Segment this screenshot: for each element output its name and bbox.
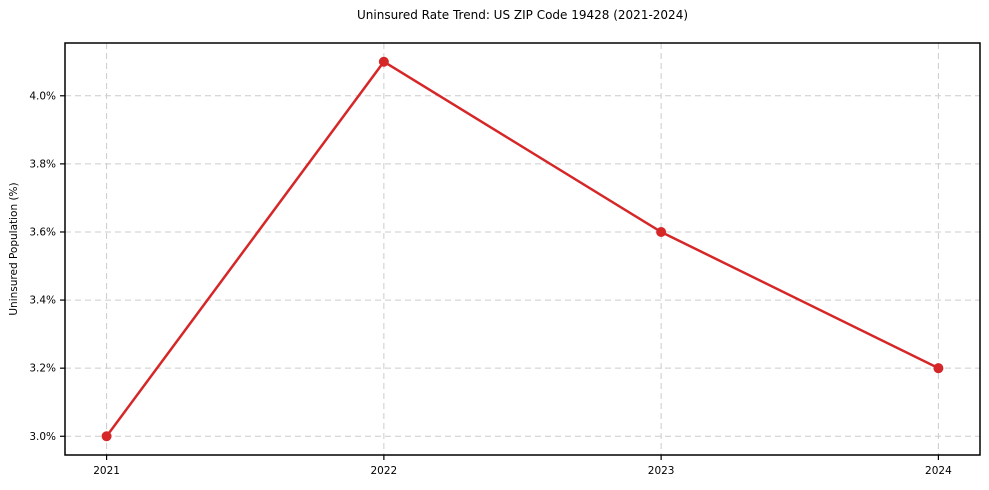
y-tick-label: 3.0% [29, 431, 56, 443]
data-point-marker [378, 56, 389, 67]
x-tick-label: 2024 [925, 465, 952, 477]
y-tick-label: 3.6% [29, 226, 56, 238]
data-point-marker [933, 363, 944, 374]
y-tick-label: 3.8% [29, 158, 56, 170]
data-point-marker [101, 431, 112, 442]
plot-border [64, 42, 981, 456]
x-tick-label: 2021 [93, 465, 120, 477]
y-tick-label: 3.4% [29, 295, 56, 307]
y-tick-label: 4.0% [29, 90, 56, 102]
y-tick-label: 3.2% [29, 363, 56, 375]
x-tick-label: 2023 [648, 465, 675, 477]
data-point-marker [656, 226, 667, 237]
x-tick-label: 2022 [370, 465, 397, 477]
chart-title: Uninsured Rate Trend: US ZIP Code 19428 … [356, 8, 689, 22]
trend-line [105, 60, 940, 438]
